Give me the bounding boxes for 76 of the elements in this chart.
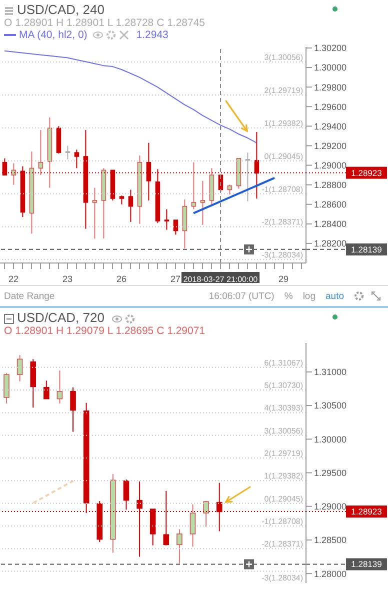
- y-tick-label: 1.29600: [314, 102, 347, 112]
- y-tick-label: 1.30000: [314, 62, 347, 73]
- y-tick-label: 1.31000: [314, 367, 347, 378]
- y-tick-label: 1.28000: [314, 568, 347, 579]
- candlestick: [245, 152, 250, 202]
- x-tick-label: 27: [170, 274, 181, 284]
- ref-line-label: -3(1.28034): [262, 573, 304, 582]
- chart-subtitle: O 1.28901 H 1.28901 L 1.28728 C 1.28745: [4, 17, 206, 29]
- y-tick-label: 1.29500: [314, 468, 347, 478]
- ref-line-label: -1(1.28708): [262, 184, 304, 194]
- candlestick: [65, 145, 70, 160]
- candlestick: [92, 187, 98, 240]
- x-tick-label: 2018-03-27 21:00:00: [183, 275, 258, 284]
- y-tick-label: 1.30200: [314, 43, 347, 54]
- y-tick-label: 1.30000: [314, 434, 347, 444]
- y-tick-label: 1.29000: [314, 160, 347, 170]
- chart-title: USD/CAD, 720: [17, 310, 104, 325]
- ref-line-label: 0(1.29045): [264, 152, 304, 161]
- candlestick: [227, 184, 232, 196]
- x-tick-label: 29: [278, 274, 289, 284]
- x-tick-label: 26: [116, 274, 127, 284]
- candlestick: [176, 528, 182, 564]
- candlestick: [173, 219, 178, 236]
- text: %: [284, 290, 293, 302]
- candlestick: [11, 162, 16, 186]
- y-tick-label: 1.28600: [314, 200, 347, 210]
- candlestick: [128, 189, 134, 222]
- ref-line-label: -1(1.28708): [262, 516, 304, 526]
- candlestick: [190, 504, 196, 548]
- ref-line-label: -2(1.28371): [262, 218, 304, 227]
- ref-line-label: 1(1.29382): [264, 118, 304, 128]
- candlestick: [38, 130, 44, 176]
- y-tick-label: 1.29400: [314, 121, 347, 132]
- y-tick-label: 1.29000: [314, 502, 347, 512]
- y-tick-label: 1.29800: [314, 82, 347, 92]
- y-tick-label: 1.29200: [314, 140, 347, 151]
- y-tick-label: 1.30500: [314, 400, 347, 411]
- ref-line-label: 1.28139: [351, 559, 382, 570]
- x-tick-label: 23: [62, 274, 73, 284]
- ref-line-label: 1.28923: [351, 506, 382, 517]
- text: Date Range: [4, 290, 56, 302]
- candlestick: [164, 208, 170, 230]
- ref-line-label: 1.28923: [351, 168, 382, 178]
- candlestick: [44, 380, 50, 400]
- candlestick: [70, 386, 76, 432]
- ref-line-label: 3(1.30056): [264, 426, 304, 436]
- ref-line-label: 1.28139: [351, 244, 382, 254]
- legend-label: MA (40, hl2, 0): [19, 29, 88, 41]
- text: 16:06:07 (UTC): [208, 290, 274, 302]
- text: 1.2943: [136, 29, 168, 41]
- candlestick: [4, 372, 10, 404]
- line-series: [4, 50, 257, 144]
- text: log: [302, 290, 316, 302]
- ref-line-label: 6(1.31067): [264, 358, 304, 368]
- ref-line-label: 2(1.29719): [264, 449, 304, 458]
- candlestick: [16, 354, 23, 382]
- ref-line-label: 0(1.29045): [264, 494, 304, 504]
- candlestick: [200, 180, 206, 226]
- x-tick-label: 22: [8, 274, 19, 284]
- candlestick: [56, 370, 63, 404]
- ref-line-label: 2(1.29719): [264, 86, 304, 95]
- y-tick-label: 1.28400: [314, 219, 347, 230]
- candlestick: [191, 162, 196, 210]
- text: auto: [326, 290, 344, 302]
- y-tick-label: 1.28500: [314, 535, 347, 546]
- candlestick: [74, 149, 80, 169]
- chart-subtitle: O 1.28901 H 1.29079 L 1.28695 C 1.29071: [4, 325, 206, 337]
- ref-line-label: 3(1.30056): [264, 53, 304, 62]
- y-tick-label: 1.28200: [314, 238, 347, 249]
- chart-title: USD/CAD, 240: [17, 2, 104, 17]
- y-tick-label: 1.28800: [314, 180, 347, 190]
- ref-line-label: 4(1.30393): [264, 404, 304, 413]
- ref-line-label: -3(1.28034): [262, 250, 304, 260]
- ref-line-label: 1(1.29382): [264, 472, 304, 481]
- ref-line-label: 5(1.30730): [264, 381, 304, 390]
- ref-line-label: -2(1.28371): [262, 540, 304, 549]
